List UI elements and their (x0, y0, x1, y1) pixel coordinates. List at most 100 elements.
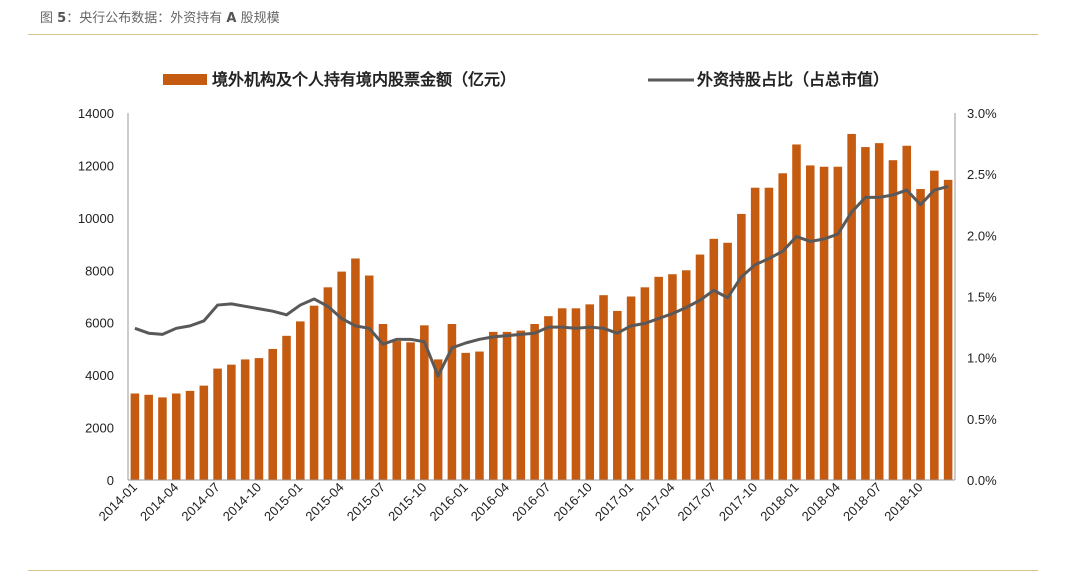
bar (420, 325, 429, 480)
bar (764, 187, 774, 480)
bar (364, 275, 374, 480)
y-tick-label: 8000 (85, 263, 114, 278)
caption-bold-letter: A (226, 11, 237, 26)
y-tick-label: 6000 (85, 316, 114, 331)
bar (392, 341, 402, 480)
bar (613, 310, 622, 480)
bottom-rule (28, 570, 1038, 571)
caption-prefix: 图 (40, 11, 54, 26)
bar (792, 144, 801, 480)
left-axis-ticks: 0 2000 4000 6000 8000 10000 12000 14000 (78, 106, 114, 488)
legend: 境外机构及个人持有境内股票金额（亿元） 外资持股占比（占总市值） (163, 70, 889, 89)
bar (723, 242, 732, 480)
bar (475, 351, 484, 480)
caption-number: 5 (57, 11, 67, 26)
x-tick-label: 2017-07 (675, 480, 719, 524)
x-tick-label: 2015-01 (261, 480, 305, 524)
bar (709, 238, 719, 480)
x-tick-label: 2017-04 (633, 480, 677, 524)
x-tick-label: 2018-04 (799, 480, 843, 524)
bar (351, 258, 360, 480)
bar (268, 348, 277, 480)
bar (323, 287, 333, 480)
y-tick-label: 10000 (78, 211, 114, 226)
bar (833, 166, 843, 481)
x-tick-label: 2018-07 (840, 480, 884, 524)
bar (227, 364, 236, 480)
x-tick-label: 2015-10 (385, 480, 429, 524)
bar (847, 133, 856, 480)
bar (557, 308, 567, 480)
bar (902, 145, 912, 480)
bar (599, 295, 608, 480)
bar (502, 331, 512, 480)
bar (240, 359, 250, 480)
bar (874, 143, 884, 480)
x-tick-label: 2014-01 (96, 480, 140, 524)
bar (640, 287, 650, 480)
bar (737, 213, 746, 480)
y2-tick-label: 0.0% (967, 473, 997, 488)
bar (806, 165, 815, 480)
legend-bar-swatch (163, 74, 207, 85)
y-tick-label: 12000 (78, 158, 114, 173)
bar (213, 368, 222, 480)
bar (433, 359, 443, 480)
right-axis-ticks: 0.0% 0.5% 1.0% 1.5% 2.0% 2.5% 3.0% (967, 106, 997, 488)
bar (130, 393, 140, 480)
bar (626, 296, 636, 480)
bar (254, 358, 264, 480)
y-tick-label: 4000 (85, 368, 114, 383)
bar (158, 397, 167, 480)
bar (888, 160, 898, 480)
caption-suffix: 股规模 (240, 11, 280, 26)
bar (819, 166, 829, 481)
bar (681, 270, 691, 480)
bar (943, 179, 953, 480)
bar (337, 271, 346, 480)
bar (668, 274, 677, 480)
bar (544, 316, 553, 480)
x-tick-label: 2016-01 (426, 480, 470, 524)
x-tick-label: 2015-04 (302, 480, 346, 524)
x-tick-label: 2016-07 (509, 480, 553, 524)
bar (378, 324, 388, 480)
bar (461, 352, 470, 480)
y2-tick-label: 0.5% (967, 412, 997, 427)
y-tick-label: 2000 (85, 421, 114, 436)
bar (930, 170, 939, 481)
x-tick-label: 2015-07 (344, 480, 388, 524)
x-tick-label: 2018-01 (757, 480, 801, 524)
bar (144, 394, 153, 480)
bar (406, 342, 415, 481)
y2-tick-label: 2.0% (967, 228, 997, 243)
bar (199, 385, 209, 480)
x-tick-label: 2014-10 (220, 480, 264, 524)
top-rule (28, 34, 1038, 35)
bar (447, 324, 457, 480)
bar (309, 305, 319, 480)
bar (585, 304, 595, 480)
axes (127, 113, 956, 481)
bar (488, 331, 498, 480)
y2-tick-label: 1.5% (967, 290, 997, 305)
y-tick-label: 14000 (78, 106, 114, 121)
bar (750, 187, 760, 480)
x-tick-label: 2016-10 (551, 480, 595, 524)
y2-tick-label: 1.0% (967, 351, 997, 366)
bar (571, 308, 581, 480)
bar-series (130, 133, 953, 481)
x-tick-label: 2016-04 (468, 480, 512, 524)
x-axis-ticks: 2014-012014-042014-072014-102015-012015-… (96, 480, 926, 524)
figure-caption: 图 5：央行公布数据：外资持有 A 股规模 (40, 7, 280, 26)
bar (296, 321, 305, 480)
x-tick-label: 2014-07 (178, 480, 222, 524)
bar (778, 173, 787, 481)
bar (185, 390, 195, 480)
bar (171, 393, 181, 480)
bar (916, 189, 925, 480)
bar (654, 276, 663, 480)
y2-tick-label: 2.5% (967, 167, 997, 182)
bar (282, 335, 291, 480)
